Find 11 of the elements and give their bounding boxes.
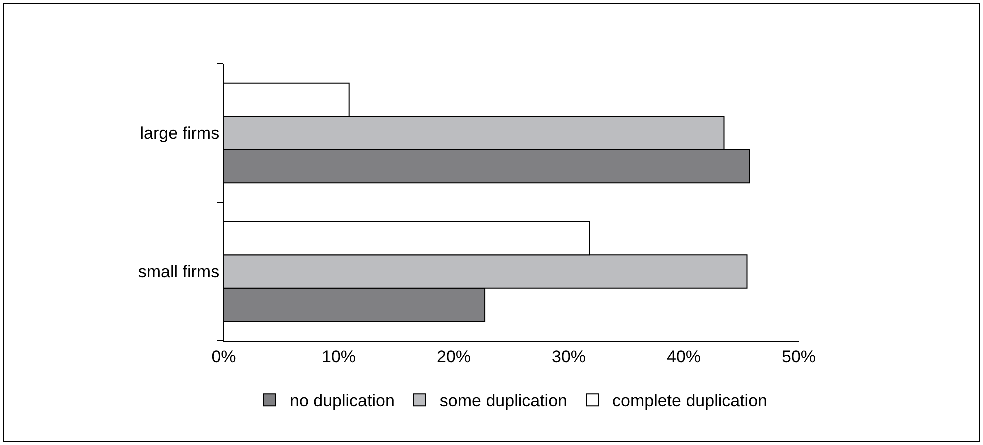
x-tick-label: 10% xyxy=(322,347,356,366)
legend-label: complete duplication xyxy=(612,392,768,411)
x-tick-label: 30% xyxy=(552,347,586,366)
x-tick-label: 20% xyxy=(436,347,472,366)
y-tick-label: small firms xyxy=(138,262,220,282)
x-tick-label: 0% xyxy=(212,347,236,366)
y-tick-label: large firms xyxy=(140,124,220,144)
legend-label: no duplication xyxy=(290,392,395,411)
legend-label: some duplication xyxy=(440,392,568,411)
x-tick-label: 50% xyxy=(782,347,816,366)
x-tick-label: 40% xyxy=(666,347,702,366)
